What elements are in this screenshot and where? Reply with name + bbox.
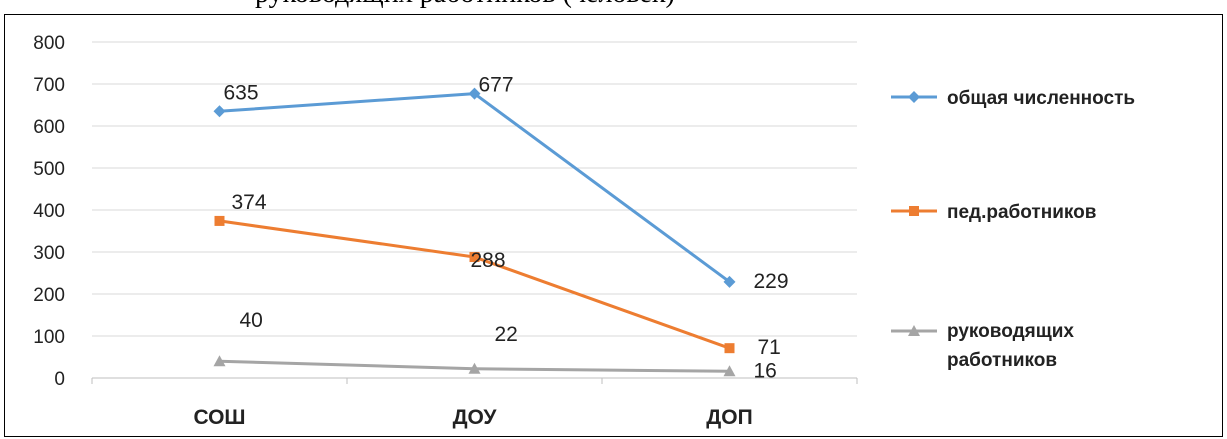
line-chart: 0 100 200 300 400 500 600 700 800 СОШ ДОУ ДОП 635 677… (33, 33, 1135, 429)
series-marker (908, 91, 920, 103)
y-tick-label: 500 (33, 159, 65, 180)
series-marker (213, 105, 226, 118)
series-marker (214, 215, 225, 226)
series-marker (908, 325, 920, 336)
series-line (219, 219, 731, 350)
y-tick-label: 600 (33, 117, 65, 138)
series-marker (723, 275, 736, 288)
data-label: 374 (232, 191, 267, 214)
data-label: 677 (479, 74, 514, 97)
legend-label: работников (947, 350, 1057, 371)
legend-label: руководящих (947, 321, 1074, 342)
legend-label: общая численность (947, 88, 1135, 109)
chart-caption: руководящих работников (человек) (255, 0, 675, 10)
series-marker (468, 87, 481, 100)
series-marker (724, 343, 735, 354)
series-marker (213, 355, 226, 367)
y-tick-label: 400 (33, 201, 65, 222)
series-marker (469, 252, 480, 263)
y-tick-label: 800 (33, 33, 65, 54)
y-tick-label: 200 (33, 285, 65, 306)
x-category-label: СОШ (193, 406, 245, 429)
legend-label: пед.работников (947, 202, 1096, 223)
series-marker (909, 206, 919, 216)
series-marker (468, 362, 481, 374)
y-tick-label: 100 (33, 327, 65, 348)
data-label: 16 (754, 359, 777, 382)
y-tick-label: 700 (33, 75, 65, 96)
chart-frame: 0 100 200 300 400 500 600 700 800 СОШ ДОУ ДОП 635 677… (4, 14, 1223, 437)
data-label: 71 (758, 336, 781, 359)
data-label: 288 (471, 249, 506, 272)
y-tick-label: 300 (33, 243, 65, 264)
y-tick-label: 0 (54, 369, 65, 390)
data-label: 229 (754, 270, 789, 293)
data-label: 40 (240, 309, 263, 332)
data-label: 635 (224, 81, 259, 104)
x-category-label: ДОП (706, 406, 752, 429)
x-category-label: ДОУ (453, 406, 498, 429)
series-marker (723, 365, 736, 377)
data-label: 22 (495, 323, 518, 346)
